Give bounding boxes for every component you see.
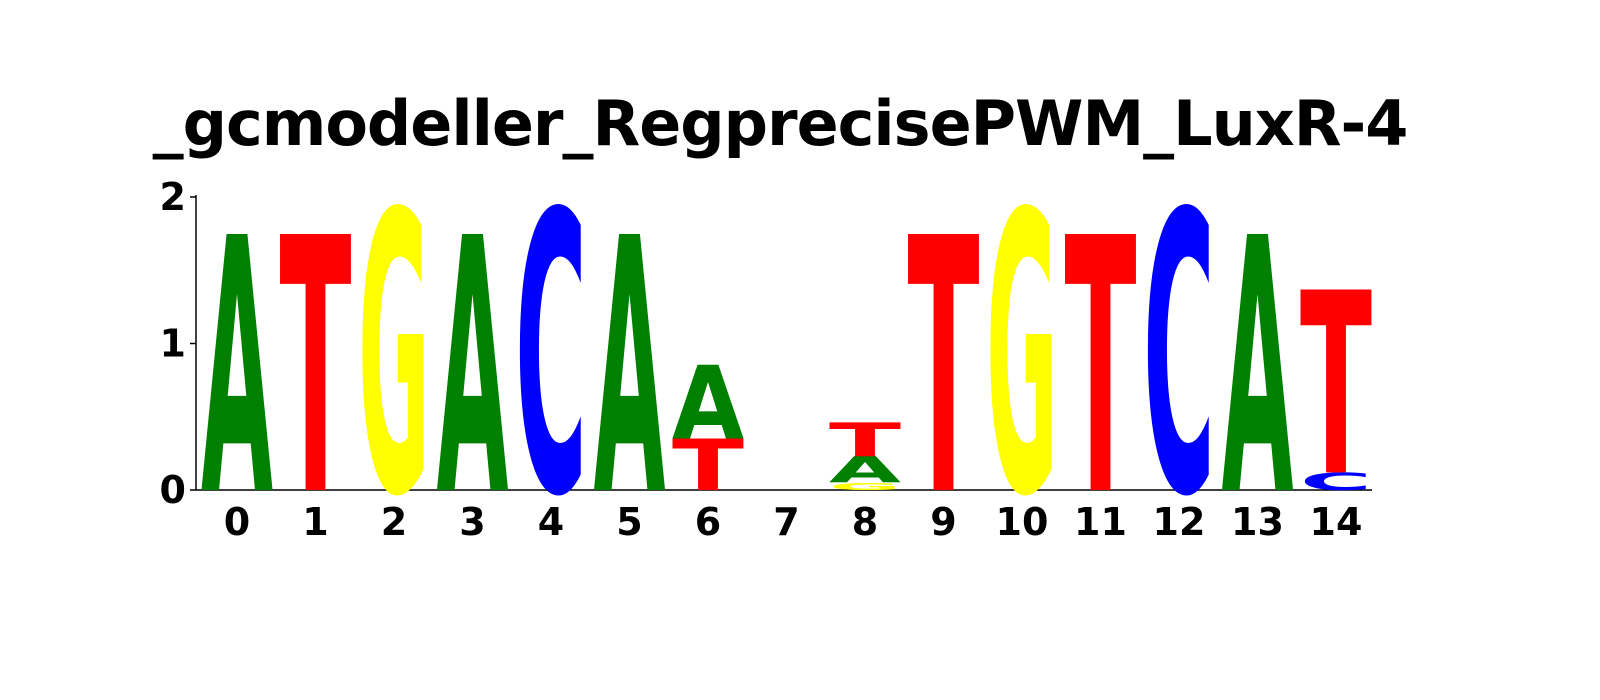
logo-letter-a: A (1222, 165, 1295, 574)
logo-letter-g: G (829, 481, 901, 493)
x-tick-label: 14 (1310, 500, 1363, 544)
logo-letter-t: T (908, 165, 981, 574)
logo-letter-t: T (672, 426, 744, 507)
x-tick-label: 2 (381, 500, 407, 544)
logo-letter-c: C (515, 134, 587, 582)
x-tick-label: 3 (459, 500, 485, 544)
x-tick-label: 11 (1074, 500, 1127, 544)
x-tick-label: 13 (1231, 500, 1284, 544)
y-tick-label: 0 (160, 468, 186, 512)
logo-letter-g: G (358, 133, 430, 581)
x-tick-label: 9 (930, 500, 956, 544)
x-tick-label: 5 (616, 500, 642, 544)
logo-letter-c: C (1300, 468, 1372, 496)
logo-letter-t: T (1065, 165, 1138, 574)
y-tick-label: 2 (160, 175, 186, 219)
x-tick-label: 0 (224, 500, 250, 544)
logo-letter-a: A (437, 165, 510, 574)
x-tick-label: 7 (773, 500, 799, 544)
logo-letter-a: A (672, 345, 744, 462)
x-tick-label: 6 (695, 500, 721, 544)
logo-letter-c: C (1143, 134, 1215, 582)
logo-letter-a: A (594, 165, 667, 574)
logo-letter-a: A (201, 165, 274, 574)
x-tick-label: 1 (302, 500, 328, 544)
logo-letter-g: G (986, 133, 1058, 581)
x-tick-label: 8 (852, 500, 878, 544)
chart-title: _gcmodeller_RegprecisePWM_LuxR-4 (152, 87, 1409, 160)
y-tick-label: 1 (160, 322, 186, 366)
logo-letter-t: T (829, 414, 902, 468)
x-axis: 0 1 2 3 4 5 6 7 8 9 10 11 12 13 14 (196, 489, 1372, 544)
logo-letter-a: A (829, 449, 902, 491)
x-tick-label: 10 (996, 500, 1049, 544)
logo-letter-t: T (1300, 240, 1372, 532)
logo-letter-t: T (280, 165, 353, 574)
x-tick-label: 12 (1153, 500, 1206, 544)
x-tick-label: 4 (538, 500, 564, 544)
y-axis: 0 1 2 (160, 175, 197, 512)
